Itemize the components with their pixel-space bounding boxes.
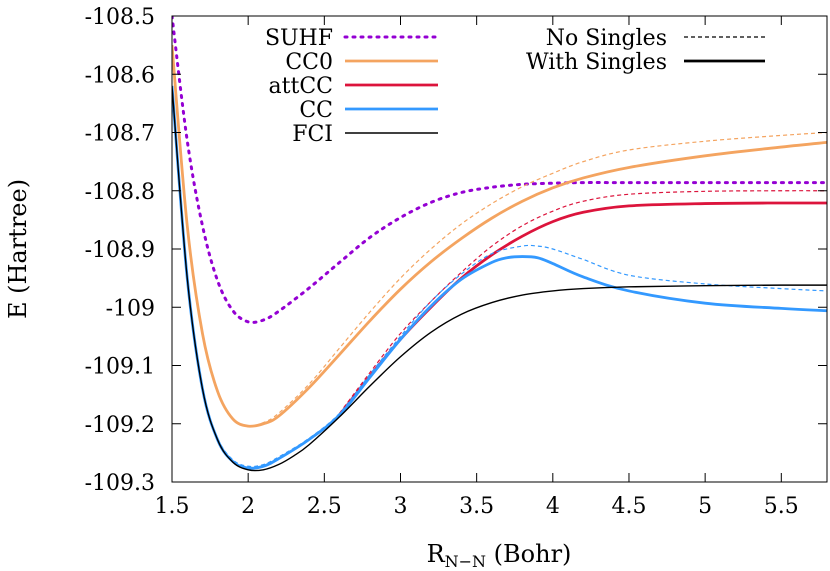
x-tick-label: 5.5 [764, 494, 799, 519]
series-line-cc0-with-singles [172, 45, 827, 428]
y-tick-label: -108.5 [85, 5, 155, 30]
y-axis-label: E (Hartree) [4, 179, 32, 319]
legend-label-cc0: CC0 [285, 50, 333, 75]
legend-label-attcc: attCC [269, 74, 333, 99]
x-axis-label-main: R [427, 540, 446, 568]
y-tick-label: -109.1 [85, 355, 155, 380]
series-line-cc0-no-singles [172, 45, 827, 427]
x-tick-label: 5 [698, 494, 712, 519]
series-line-cc-with-singles [172, 85, 827, 470]
y-tick-label: -108.9 [85, 238, 155, 263]
x-tick-label: 2.5 [307, 494, 342, 519]
x-axis-label-subscript: N−N [445, 552, 486, 571]
legend-label-cc: CC [299, 98, 333, 123]
series-line-attcc-no-singles [339, 190, 827, 414]
x-tick-label: 4 [546, 494, 560, 519]
x-tick-label: 4.5 [611, 494, 646, 519]
y-tick-label: -108.7 [85, 122, 155, 147]
x-axis-label: RN−N (Bohr) [427, 540, 572, 571]
y-tick-label: -108.6 [85, 63, 155, 88]
series-line-attcc-with-singles [338, 201, 827, 416]
series-line-suhf [172, 16, 827, 324]
legend-label-fci: FCI [292, 122, 333, 147]
y-tick-label: -109 [106, 296, 155, 321]
x-axis-label-suffix: (Bohr) [486, 540, 571, 568]
x-tick-label: 2 [241, 494, 255, 519]
x-tick-label: 1.5 [155, 494, 190, 519]
legend-style-label-no-singles: No Singles [546, 26, 667, 51]
series-line-cc-no-singles [172, 85, 827, 468]
series-line-fci [172, 85, 827, 472]
legend-style-label-with-singles: With Singles [526, 50, 667, 75]
y-tick-label: -108.8 [85, 180, 155, 205]
legend-label-suhf: SUHF [265, 26, 333, 51]
y-tick-label: -109.3 [85, 471, 155, 496]
x-tick-label: 3.5 [459, 494, 494, 519]
y-tick-label: -109.2 [85, 413, 155, 438]
x-tick-label: 3 [393, 494, 407, 519]
